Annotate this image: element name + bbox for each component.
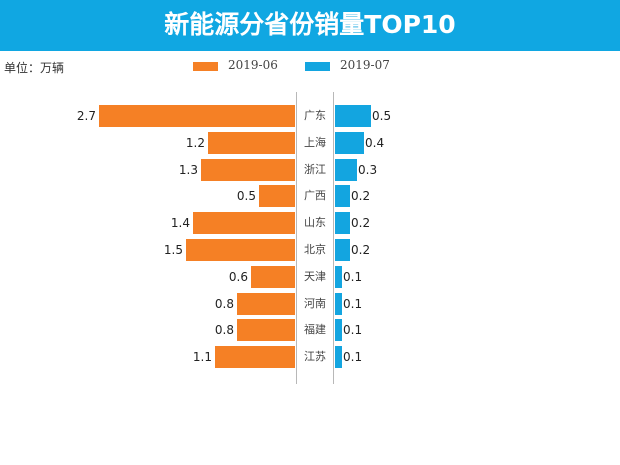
bar-2019-07 xyxy=(335,132,364,154)
right-axis-line xyxy=(333,92,334,384)
value-label-2019-06: 0.5 xyxy=(236,189,256,203)
category-label: 河南 xyxy=(304,297,326,310)
bar-2019-06 xyxy=(215,346,295,368)
bar-2019-07 xyxy=(335,346,342,368)
title-banner xyxy=(0,0,620,51)
bar-2019-06 xyxy=(237,293,295,315)
value-label-2019-07: 0.1 xyxy=(343,350,363,364)
bar-2019-07 xyxy=(335,105,371,127)
bar-2019-06 xyxy=(251,266,295,288)
value-label-2019-06: 0.8 xyxy=(214,297,234,311)
legend-swatch-2019-06 xyxy=(193,62,218,71)
unit-label: 单位：万辆 xyxy=(4,61,65,75)
bar-2019-07 xyxy=(335,185,350,207)
category-label: 山东 xyxy=(304,216,326,229)
bar-2019-06 xyxy=(259,185,295,207)
bar-2019-07 xyxy=(335,266,342,288)
value-label-2019-06: 1.3 xyxy=(178,163,198,177)
value-label-2019-06: 1.2 xyxy=(185,136,205,150)
value-label-2019-06: 1.1 xyxy=(192,350,212,364)
value-label-2019-07: 0.1 xyxy=(343,323,363,337)
value-label-2019-06: 2.7 xyxy=(76,109,96,123)
value-label-2019-07: 0.1 xyxy=(343,297,363,311)
bar-2019-06 xyxy=(237,319,295,341)
category-label: 天津 xyxy=(304,270,326,283)
bar-2019-06 xyxy=(201,159,295,181)
left-axis-line xyxy=(296,92,297,384)
value-label-2019-07: 0.1 xyxy=(343,270,363,284)
value-label-2019-06: 1.4 xyxy=(170,216,190,230)
value-label-2019-07: 0.2 xyxy=(351,189,371,203)
category-label: 上海 xyxy=(304,136,326,149)
legend-label-2019-07: 2019-07 xyxy=(340,58,390,72)
value-label-2019-07: 0.2 xyxy=(351,216,371,230)
value-label-2019-07: 0.2 xyxy=(351,243,371,257)
bar-2019-06 xyxy=(193,212,295,234)
category-label: 广西 xyxy=(304,189,326,202)
value-label-2019-07: 0.5 xyxy=(372,109,392,123)
bar-2019-07 xyxy=(335,293,342,315)
value-label-2019-06: 0.6 xyxy=(228,270,248,284)
bar-2019-06 xyxy=(99,105,295,127)
category-label: 福建 xyxy=(304,323,326,336)
bar-2019-06 xyxy=(186,239,295,261)
value-label-2019-07: 0.4 xyxy=(365,136,385,150)
legend-label-2019-06: 2019-06 xyxy=(228,58,278,72)
bar-2019-06 xyxy=(208,132,295,154)
value-label-2019-06: 0.8 xyxy=(214,323,234,337)
bar-2019-07 xyxy=(335,319,342,341)
value-label-2019-06: 1.5 xyxy=(163,243,183,257)
value-label-2019-07: 0.3 xyxy=(358,163,378,177)
category-label: 江苏 xyxy=(304,350,326,363)
category-label: 北京 xyxy=(304,243,326,256)
bar-2019-07 xyxy=(335,159,357,181)
chart-title: 新能源分省份销量TOP10 xyxy=(164,10,456,39)
category-label: 浙江 xyxy=(304,163,326,176)
legend-swatch-2019-07 xyxy=(305,62,330,71)
bar-2019-07 xyxy=(335,212,350,234)
bar-2019-07 xyxy=(335,239,350,261)
category-label: 广东 xyxy=(304,109,326,122)
